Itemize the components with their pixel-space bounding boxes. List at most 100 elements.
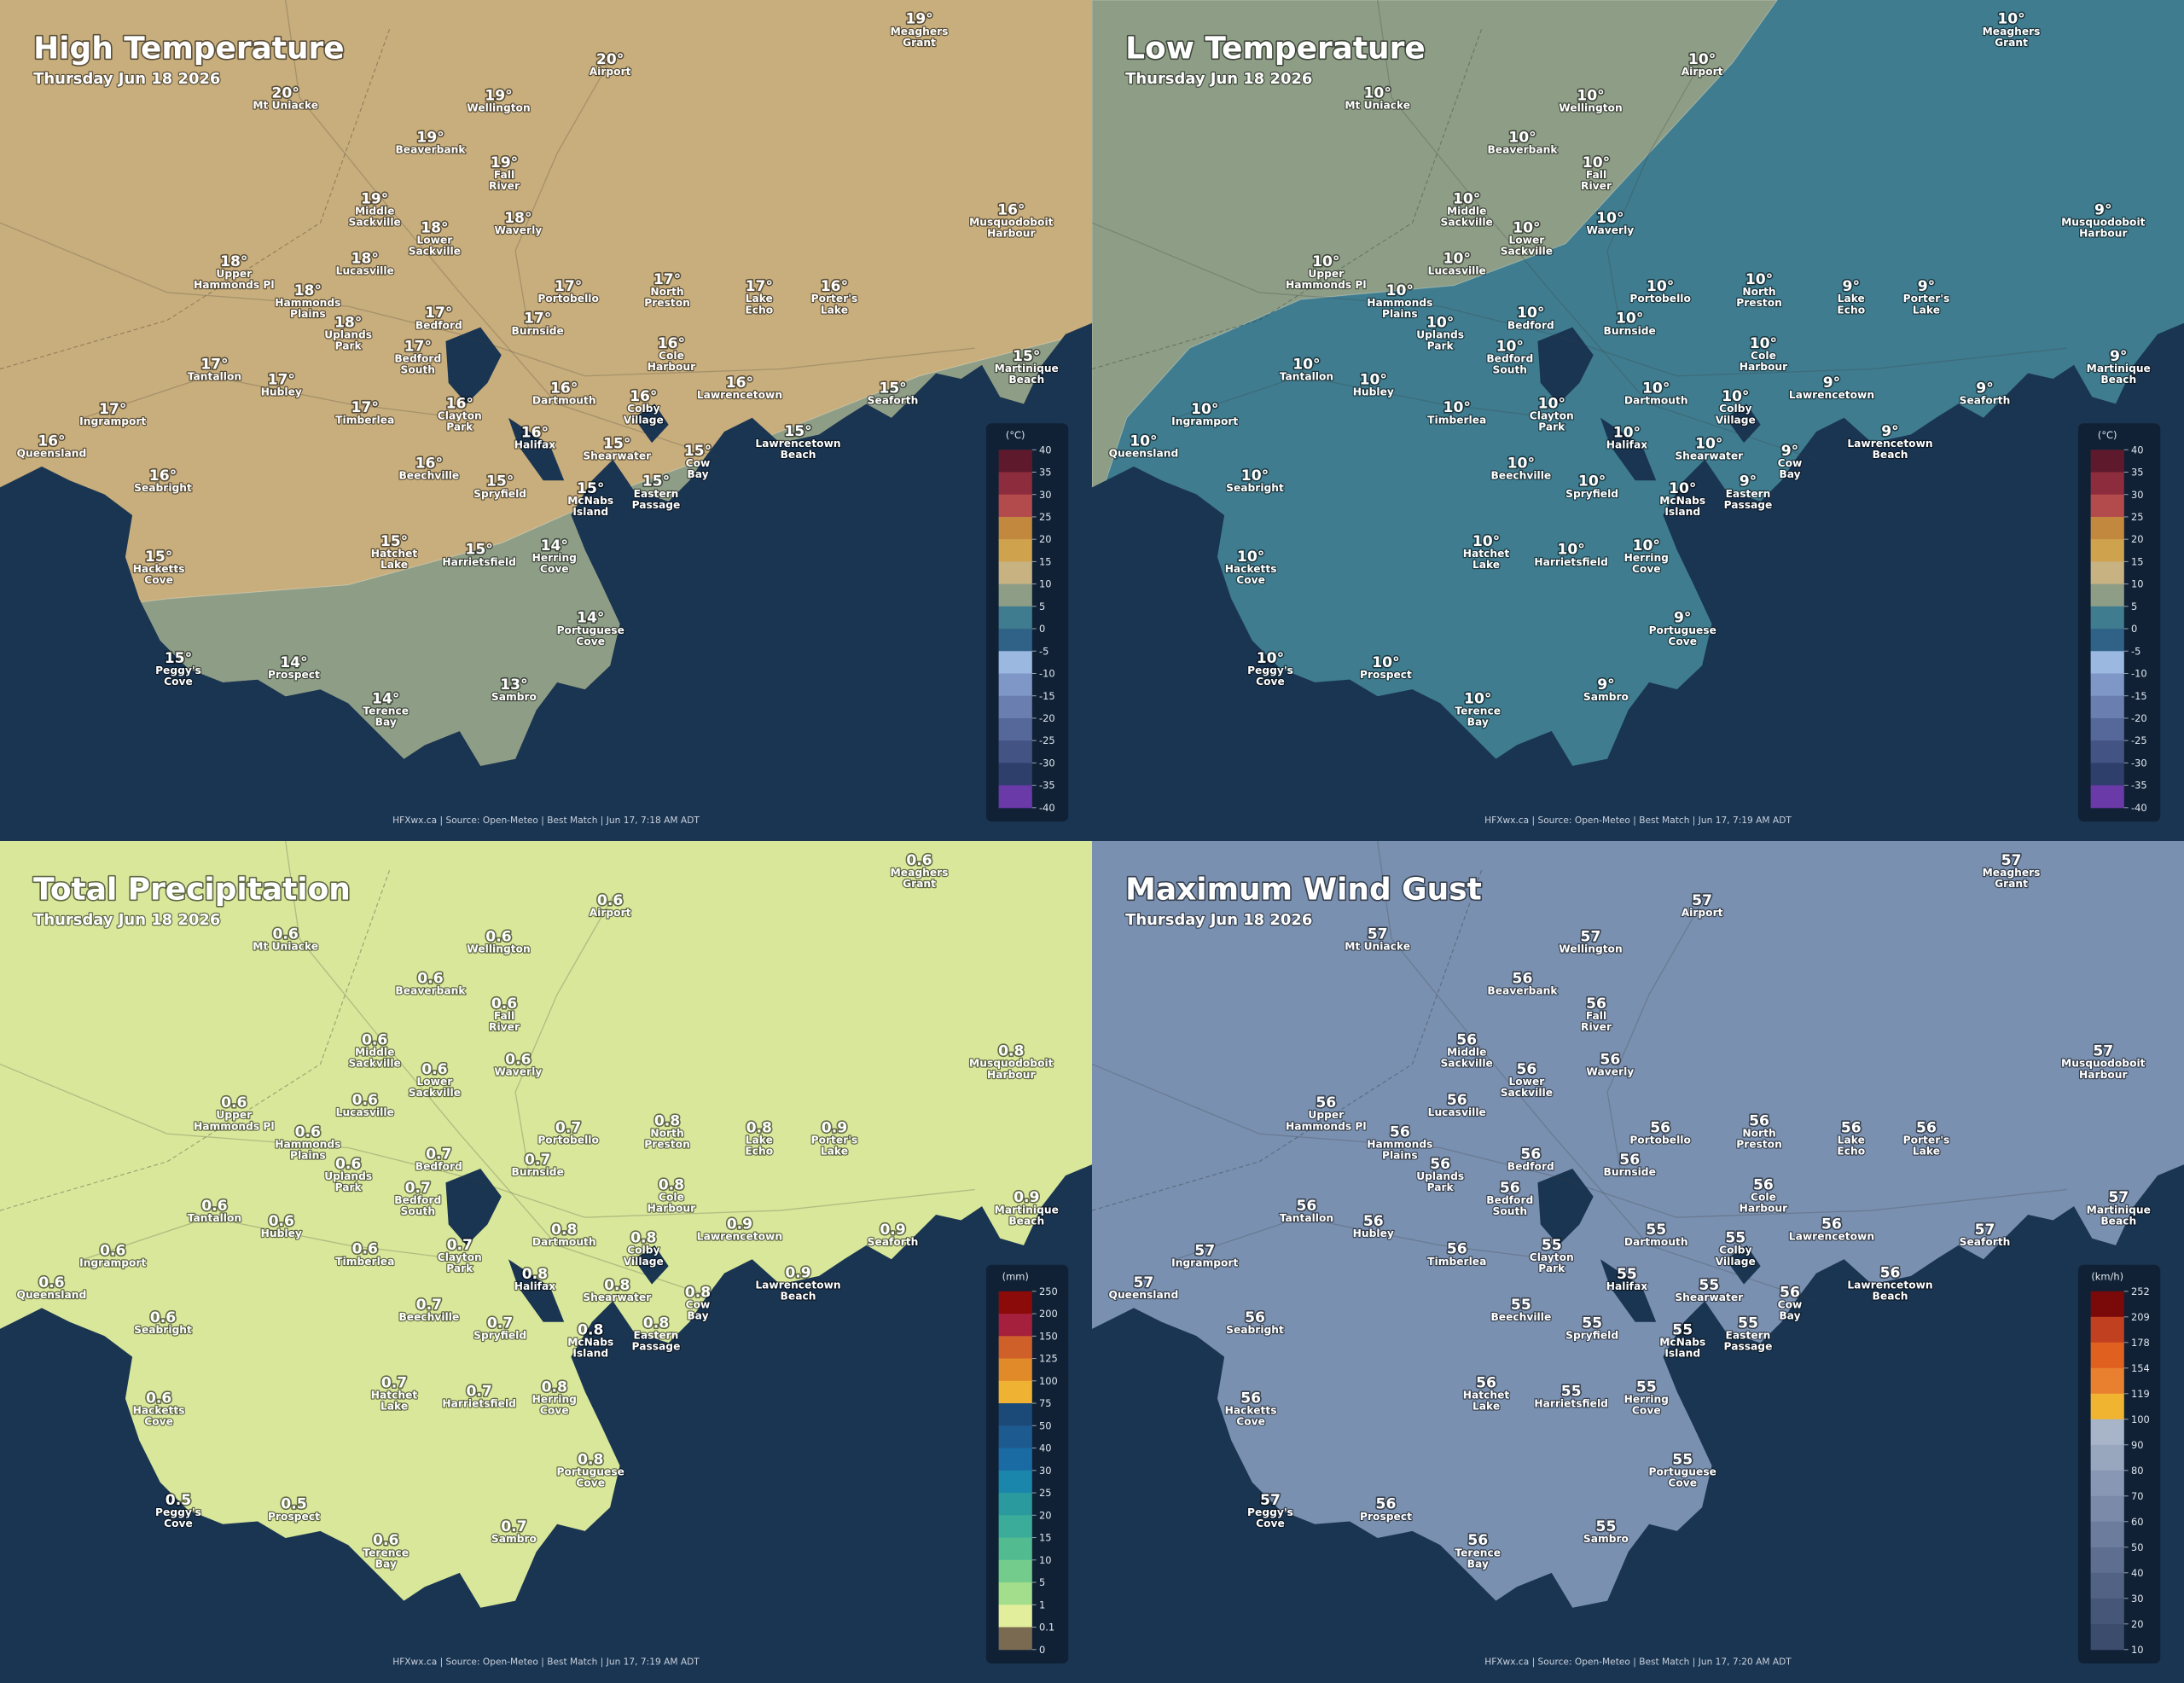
place-value: 10° <box>1508 130 1536 147</box>
place-name: Village <box>624 414 664 426</box>
legend-tick-label: 0 <box>1039 1644 1045 1656</box>
place-value: 56 <box>1476 1375 1496 1392</box>
place-name: Timberlea <box>335 1256 394 1268</box>
legend-swatch <box>2090 1495 2124 1523</box>
place-name: North <box>650 1127 683 1139</box>
harbour-water <box>445 327 502 404</box>
place-value: 55 <box>1646 1222 1666 1239</box>
place-name: Uplands <box>1416 1170 1464 1182</box>
place-name: Wellington <box>1559 943 1622 955</box>
place-name: Peggy's <box>1247 664 1293 676</box>
place-value: 16° <box>630 388 657 405</box>
place-name: Harbour <box>2079 1069 2127 1081</box>
legend-swatch <box>998 1314 1032 1337</box>
place-name: Lower <box>1508 1076 1544 1088</box>
legend-swatch <box>2090 673 2124 697</box>
place-name: Seaforth <box>1960 1236 2011 1248</box>
place-name: Bay <box>1779 468 1800 480</box>
place-value: 10° <box>1577 88 1604 105</box>
legend-tick-label: 100 <box>2131 1413 2150 1425</box>
place-name: Bay <box>1467 717 1489 728</box>
legend-tick-label: 70 <box>2131 1490 2144 1502</box>
place-name: Sambro <box>1583 1533 1629 1545</box>
place-name: Fall <box>494 1010 514 1022</box>
legend-swatch <box>2090 494 2124 518</box>
place-name: Eastern <box>634 1329 679 1341</box>
place-name: Timberlea <box>1427 1256 1486 1268</box>
place-name: Lawrencetown <box>755 1280 840 1291</box>
place-name: Echo <box>745 1146 773 1158</box>
place-name: Uplands <box>324 1170 372 1182</box>
place-value: 55 <box>1672 1451 1693 1468</box>
place-name: Mt Uniacke <box>1345 940 1410 952</box>
legend-swatch <box>2090 1547 2124 1574</box>
place-name: Meaghers <box>1983 26 2041 38</box>
place-name: Hammonds Pl <box>1286 279 1367 291</box>
place-value: 10° <box>1426 315 1454 332</box>
legend-swatch <box>2090 740 2124 763</box>
place-value: 16° <box>821 278 848 295</box>
place-name: Lake <box>380 1401 408 1413</box>
place-name: Passage <box>632 499 681 511</box>
place-name: Meaghers <box>891 26 949 38</box>
footer: HFXwx.ca | Source: Open-Meteo | Best Mat… <box>392 815 700 826</box>
legend-tick-label: 100 <box>1039 1375 1058 1387</box>
legend-tick-label: 15 <box>2131 555 2144 567</box>
legend-tick-label: 125 <box>1039 1353 1058 1365</box>
place-name: Hammonds Pl <box>1286 1120 1367 1132</box>
place-name: Cove <box>1236 574 1265 586</box>
legend-tick-label: 15 <box>1039 555 1052 567</box>
legend-swatch <box>998 472 1032 496</box>
place-value: 0.5 <box>166 1492 191 1509</box>
legend-swatch <box>2090 450 2124 473</box>
legend-swatch <box>2090 629 2124 652</box>
title: Low Temperature <box>1125 32 1426 67</box>
place-name: Hammonds <box>1367 297 1432 309</box>
place-name: Harrietsfield <box>1534 556 1608 568</box>
place-value: 19° <box>361 190 388 207</box>
place-value: 10° <box>1750 335 1777 352</box>
place-value: 15° <box>603 436 630 453</box>
place-name: Lawrencetown <box>1847 438 1932 450</box>
place-value: 57 <box>1194 1242 1215 1259</box>
place-name: Hatchet <box>371 548 418 560</box>
place-value: 17° <box>555 278 582 295</box>
place-name: Echo <box>1837 1146 1865 1158</box>
place-name: Preston <box>1736 297 1782 309</box>
place-value: 10° <box>1292 357 1320 374</box>
place-name: Sackville <box>1441 1058 1493 1070</box>
place-value: 10° <box>1695 436 1722 453</box>
place-value: 56 <box>1447 1241 1467 1258</box>
place-value: 55 <box>1699 1277 1719 1294</box>
place-value: 14° <box>372 690 399 707</box>
legend-tick-label: 5 <box>1039 601 1045 612</box>
place-value: 55 <box>1582 1314 1602 1332</box>
place-name: Martinique <box>2087 363 2151 374</box>
place-value: 9° <box>1976 380 1993 397</box>
place-value: 10° <box>1443 399 1471 416</box>
place-value: 0.6 <box>150 1309 176 1326</box>
place-name: Dartmouth <box>1624 1236 1688 1248</box>
harbour-water <box>508 417 565 481</box>
legend-tick-label: 250 <box>1039 1285 1058 1297</box>
place-value: 55 <box>1672 1321 1693 1338</box>
place-value: 0.7 <box>555 1120 581 1137</box>
title: Total Precipitation <box>33 873 351 908</box>
place-name: Lake <box>746 293 773 305</box>
legend-tick-label: 252 <box>2131 1285 2150 1297</box>
place-name: North <box>1742 1127 1775 1139</box>
place-name: Village <box>1716 1256 1756 1268</box>
place-value: 15° <box>145 548 172 566</box>
place-name: Bedford <box>1507 1161 1554 1173</box>
place-name: Bay <box>375 1558 397 1570</box>
legend-swatch <box>998 516 1032 540</box>
legend-swatch <box>998 717 1032 741</box>
place-name: Lake <box>821 1146 848 1158</box>
legend-swatch <box>998 1559 1032 1583</box>
legend-tick-label: 25 <box>2131 511 2144 523</box>
place-value: 0.8 <box>659 1177 684 1194</box>
place-name: Beach <box>1873 449 1908 461</box>
place-name: Beach <box>781 449 816 461</box>
place-value: 17° <box>653 271 681 288</box>
